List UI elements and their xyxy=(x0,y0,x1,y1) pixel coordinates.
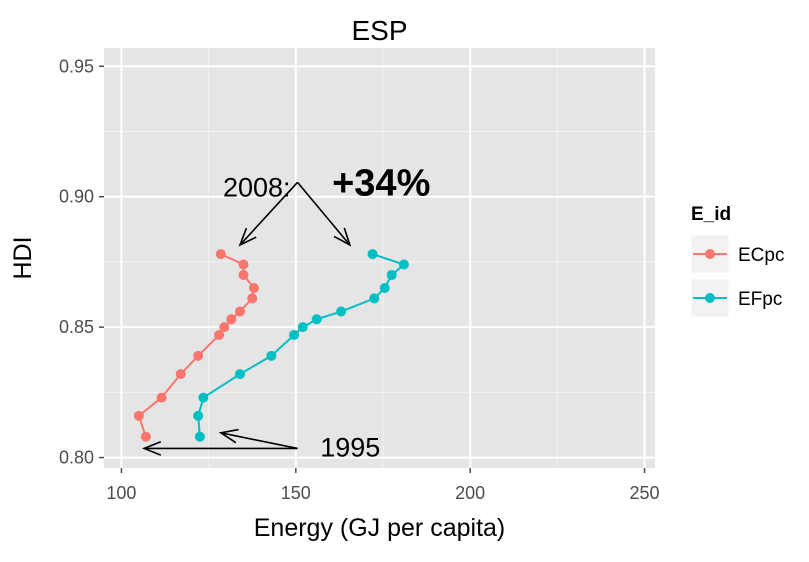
data-point-ecpc xyxy=(193,350,204,361)
series-layer xyxy=(133,249,409,442)
plot-panel xyxy=(104,48,655,468)
annotation-arrow xyxy=(296,181,352,247)
y-axis: 0.80 0.85 0.90 0.95 xyxy=(59,56,104,468)
data-point-ecpc xyxy=(219,322,230,333)
x-tick-label: 150 xyxy=(281,483,311,503)
data-point-efpc xyxy=(266,350,277,361)
data-point-efpc xyxy=(398,259,409,270)
data-point-ecpc xyxy=(247,293,258,304)
data-point-efpc xyxy=(367,249,378,260)
annotation-layer: 2008: +34% 1995 xyxy=(141,162,430,462)
data-point-ecpc xyxy=(226,314,237,325)
data-point-efpc xyxy=(289,329,300,340)
x-tick-label: 100 xyxy=(106,483,136,503)
data-point-ecpc xyxy=(140,431,151,442)
data-point-ecpc xyxy=(133,410,144,421)
legend-title: E_id xyxy=(691,204,731,225)
chart-title: ESP xyxy=(351,15,407,46)
legend-item-efpc: EFpc xyxy=(690,278,782,318)
x-axis-title: Energy (GJ per capita) xyxy=(254,514,506,542)
legend: E_id ECpc EFpc xyxy=(690,204,784,318)
data-point-efpc xyxy=(193,410,204,421)
data-point-efpc xyxy=(235,369,246,380)
data-point-ecpc xyxy=(214,329,225,340)
data-point-ecpc xyxy=(238,269,249,280)
annotation-label-increase: +34% xyxy=(332,162,430,204)
annotation-arrow xyxy=(218,428,298,450)
grid-major xyxy=(104,48,655,468)
data-point-efpc xyxy=(386,269,397,280)
data-point-ecpc xyxy=(175,369,186,380)
y-axis-title: HDI xyxy=(9,236,37,279)
data-point-ecpc xyxy=(248,283,259,293)
annotation-label-1995: 1995 xyxy=(320,432,380,462)
data-point-ecpc xyxy=(215,249,226,260)
y-tick-label: 0.80 xyxy=(59,448,94,468)
legend-label-ecpc: ECpc xyxy=(738,245,784,266)
data-point-ecpc xyxy=(235,306,246,317)
grid-minor xyxy=(104,48,655,468)
y-tick-label: 0.90 xyxy=(59,187,94,207)
data-point-efpc xyxy=(194,431,205,442)
annotation-arrow xyxy=(238,181,299,247)
data-point-efpc xyxy=(336,306,347,317)
data-point-efpc xyxy=(297,322,308,333)
legend-entries: ECpc EFpc xyxy=(690,234,784,318)
x-tick-label: 200 xyxy=(455,483,485,503)
data-point-efpc xyxy=(198,392,209,403)
data-point-efpc xyxy=(379,283,390,293)
data-point-efpc xyxy=(369,293,380,304)
legend-item-ecpc: ECpc xyxy=(690,234,784,274)
data-point-efpc xyxy=(311,314,322,325)
y-tick-label: 0.85 xyxy=(59,317,94,337)
annotation-arrow xyxy=(141,441,298,456)
legend-label-efpc: EFpc xyxy=(738,289,782,310)
annotation-label-2008: 2008: xyxy=(223,173,291,203)
x-tick-label: 250 xyxy=(630,483,660,503)
x-axis: 100 150 200 250 xyxy=(106,468,660,503)
data-point-ecpc xyxy=(238,259,249,270)
data-point-ecpc xyxy=(156,392,167,403)
y-tick-label: 0.95 xyxy=(59,56,94,76)
